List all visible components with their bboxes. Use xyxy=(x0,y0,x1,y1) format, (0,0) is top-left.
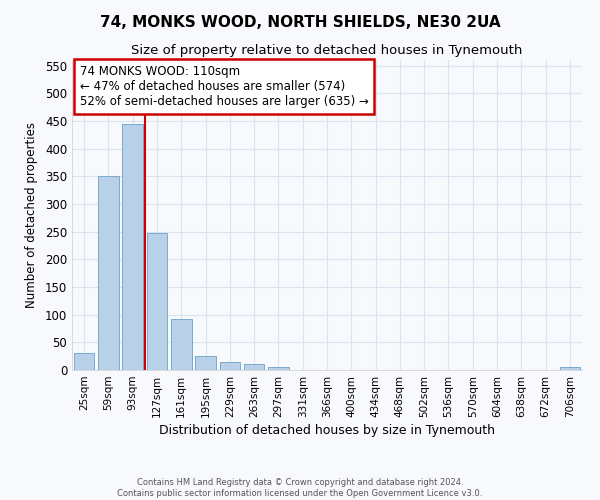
X-axis label: Distribution of detached houses by size in Tynemouth: Distribution of detached houses by size … xyxy=(159,424,495,437)
Bar xyxy=(244,364,265,370)
Text: 74, MONKS WOOD, NORTH SHIELDS, NE30 2UA: 74, MONKS WOOD, NORTH SHIELDS, NE30 2UA xyxy=(100,15,500,30)
Bar xyxy=(146,232,167,370)
Bar xyxy=(98,176,119,370)
Bar xyxy=(560,367,580,370)
Text: 74 MONKS WOOD: 110sqm
← 47% of detached houses are smaller (574)
52% of semi-det: 74 MONKS WOOD: 110sqm ← 47% of detached … xyxy=(80,64,368,108)
Y-axis label: Number of detached properties: Number of detached properties xyxy=(25,122,38,308)
Bar xyxy=(171,318,191,370)
Bar xyxy=(220,362,240,370)
Bar xyxy=(122,124,143,370)
Bar xyxy=(195,356,216,370)
Bar xyxy=(74,354,94,370)
Bar xyxy=(268,366,289,370)
Title: Size of property relative to detached houses in Tynemouth: Size of property relative to detached ho… xyxy=(131,44,523,58)
Text: Contains HM Land Registry data © Crown copyright and database right 2024.
Contai: Contains HM Land Registry data © Crown c… xyxy=(118,478,482,498)
